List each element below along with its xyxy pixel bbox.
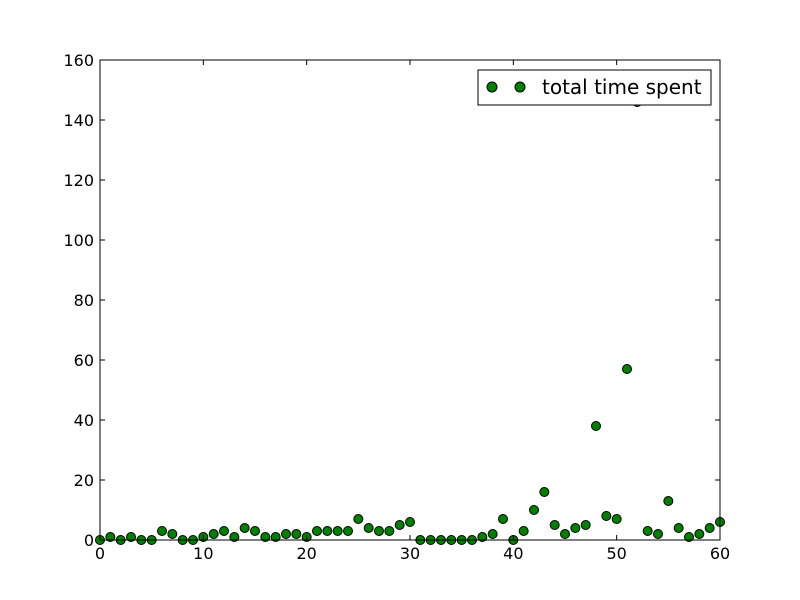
data-point bbox=[529, 505, 539, 515]
data-point bbox=[219, 526, 229, 536]
legend-marker-left bbox=[486, 81, 498, 93]
data-point bbox=[673, 523, 684, 533]
data-point bbox=[260, 532, 271, 542]
x-tick-label: 20 bbox=[296, 544, 316, 563]
data-point bbox=[549, 520, 560, 530]
data-point bbox=[601, 511, 612, 521]
data-point bbox=[580, 520, 591, 530]
data-point bbox=[270, 532, 281, 542]
data-point bbox=[642, 526, 653, 536]
x-tick-label: 60 bbox=[710, 544, 730, 563]
y-tick-label: 100 bbox=[63, 231, 94, 250]
data-point bbox=[704, 523, 715, 533]
data-point bbox=[167, 529, 178, 539]
data-point bbox=[239, 523, 250, 533]
data-point bbox=[611, 514, 622, 524]
data-point bbox=[487, 529, 498, 539]
x-tick-label: 30 bbox=[400, 544, 420, 563]
data-point bbox=[560, 529, 570, 539]
data-point bbox=[332, 526, 343, 536]
y-tick-label: 80 bbox=[74, 291, 94, 310]
data-point bbox=[208, 529, 219, 539]
x-tick-label: 10 bbox=[193, 544, 213, 563]
data-point bbox=[405, 517, 415, 527]
data-point bbox=[477, 532, 488, 542]
data-point bbox=[384, 526, 395, 536]
data-point bbox=[229, 532, 240, 542]
plot-area-background bbox=[100, 60, 720, 540]
data-point bbox=[322, 526, 333, 536]
data-point bbox=[126, 532, 136, 542]
data-point bbox=[250, 526, 260, 536]
y-tick-label: 160 bbox=[63, 51, 94, 70]
legend-marker-right bbox=[514, 81, 526, 93]
data-point bbox=[498, 514, 508, 524]
data-point bbox=[291, 529, 302, 539]
data-point bbox=[157, 526, 167, 536]
y-tick-label: 120 bbox=[63, 171, 94, 190]
data-point bbox=[622, 364, 632, 374]
y-tick-label: 40 bbox=[74, 411, 94, 430]
data-point bbox=[653, 529, 663, 539]
y-tick-label: 20 bbox=[74, 471, 94, 490]
data-point bbox=[312, 526, 322, 536]
data-point bbox=[343, 526, 353, 536]
y-tick-label: 60 bbox=[74, 351, 94, 370]
plot-frame bbox=[99, 59, 721, 541]
data-point bbox=[518, 526, 529, 536]
data-point bbox=[353, 514, 364, 524]
data-point bbox=[539, 487, 550, 497]
data-point bbox=[363, 523, 374, 533]
legend-label: total time spent bbox=[542, 75, 702, 99]
data-point bbox=[684, 532, 694, 542]
y-tick-label: 0 bbox=[84, 531, 94, 550]
legend: total time spent bbox=[477, 69, 712, 106]
data-point bbox=[105, 532, 116, 542]
data-point bbox=[663, 496, 674, 506]
data-point bbox=[694, 529, 705, 539]
x-tick-label: 40 bbox=[503, 544, 523, 563]
x-tick-label: 0 bbox=[95, 544, 105, 563]
data-point bbox=[281, 529, 291, 539]
y-tick-label: 140 bbox=[63, 111, 94, 130]
data-point bbox=[591, 421, 601, 431]
data-point bbox=[374, 526, 384, 536]
data-point bbox=[394, 520, 405, 530]
data-point bbox=[570, 523, 581, 533]
x-tick-label: 50 bbox=[606, 544, 626, 563]
axis-ticks-layer: 0 10 20 30 40 50 60 0 20 40 60 80 100 120 140 160 bbox=[63, 51, 730, 563]
